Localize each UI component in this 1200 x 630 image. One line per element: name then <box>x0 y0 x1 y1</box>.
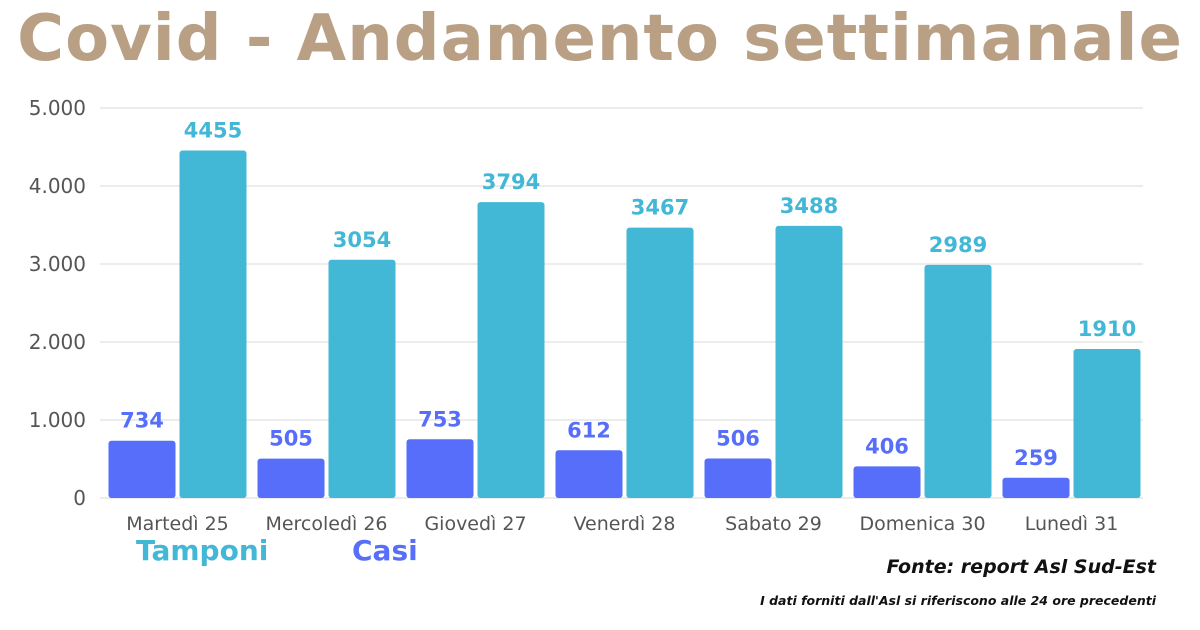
y-tick-label: 3.000 <box>29 252 86 276</box>
bar-casi <box>108 440 176 498</box>
data-label: 753 <box>418 407 462 431</box>
bar-casi <box>555 450 623 498</box>
x-tick-label: Mercoledì 26 <box>265 513 387 535</box>
data-label: 734 <box>120 409 164 433</box>
data-label: 259 <box>1014 446 1058 470</box>
data-label: 3794 <box>482 170 540 194</box>
x-tick-label: Domenica 30 <box>859 513 985 535</box>
data-label: 406 <box>865 434 909 458</box>
bar-tamponi <box>179 150 247 498</box>
bar-tamponi <box>328 259 396 498</box>
x-tick-label: Giovedì 27 <box>424 513 526 535</box>
y-tick-label: 2.000 <box>29 330 86 354</box>
data-label: 3488 <box>780 194 838 218</box>
bar-casi <box>853 466 921 498</box>
bar-casi <box>257 458 325 498</box>
bar-tamponi <box>477 202 545 498</box>
data-label: 506 <box>716 427 760 451</box>
source-note: Fonte: report Asl Sud-Est <box>886 556 1156 578</box>
bar-tamponi <box>924 264 992 498</box>
chart-title: Covid - Andamento settimanale <box>17 2 1183 76</box>
y-tick-label: 5.000 <box>29 96 86 120</box>
data-label: 4455 <box>184 119 242 143</box>
y-tick-label: 4.000 <box>29 174 86 198</box>
x-tick-label: Sabato 29 <box>725 513 822 535</box>
data-label: 612 <box>567 418 611 442</box>
data-label: 3467 <box>631 196 689 220</box>
y-tick-label: 0 <box>73 486 86 510</box>
data-label: 3054 <box>333 228 391 252</box>
bar-casi <box>704 458 772 498</box>
x-tick-label: Martedì 25 <box>126 513 229 535</box>
bar-casi <box>1002 477 1070 498</box>
y-tick-label: 1.000 <box>29 408 86 432</box>
footnote: I dati forniti dall'Asl si riferiscono a… <box>760 593 1156 608</box>
legend-casi: Casi <box>352 534 418 567</box>
data-label: 1910 <box>1078 317 1136 341</box>
bar-tamponi <box>775 225 843 498</box>
bar-tamponi <box>1073 349 1141 498</box>
bar-tamponi <box>626 227 694 498</box>
data-label: 2989 <box>929 233 987 257</box>
x-tick-label: Lunedì 31 <box>1025 513 1119 535</box>
bar-casi <box>406 439 474 498</box>
data-label: 505 <box>269 427 313 451</box>
legend-tamponi: Tamponi <box>136 534 269 567</box>
x-tick-label: Venerdì 28 <box>574 513 676 535</box>
